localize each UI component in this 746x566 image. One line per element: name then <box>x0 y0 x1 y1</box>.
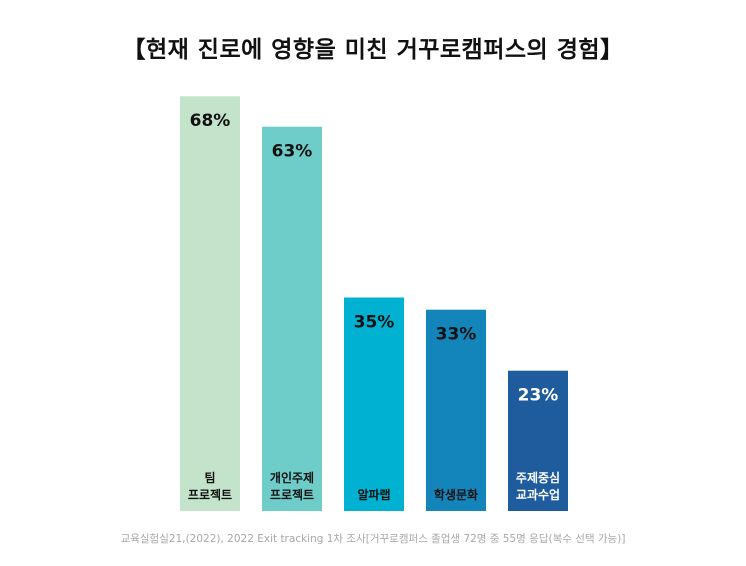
category-label-2: 개인주제 <box>270 470 314 485</box>
category-label-5: 주제중심 <box>516 470 560 485</box>
bar-5 <box>508 370 568 511</box>
data-label-3: 35% <box>354 313 395 333</box>
bar-2 <box>262 126 322 511</box>
bar-4 <box>426 309 486 511</box>
category-label-1: 프로젝트 <box>188 487 232 502</box>
bar-3 <box>344 297 404 511</box>
data-label-4: 33% <box>436 325 477 345</box>
data-label-5: 23% <box>518 386 559 406</box>
category-label-5: 교과수업 <box>516 487 560 502</box>
category-label-4: 학생문화 <box>434 487 478 502</box>
category-label-1: 팀 <box>204 471 215 485</box>
category-label-3: 알파랩 <box>357 487 390 502</box>
bar-1 <box>180 96 240 511</box>
category-label-2: 프로젝트 <box>270 487 314 502</box>
data-label-2: 63% <box>272 142 313 162</box>
data-label-1: 68% <box>190 111 231 131</box>
source-note: 교육실험실21,(2022), 2022 Exit tracking 1차 조사… <box>120 533 626 545</box>
chart-title: 【현재 진로에 영향을 미친 거꾸로캠퍼스의 경험】 <box>122 37 624 63</box>
